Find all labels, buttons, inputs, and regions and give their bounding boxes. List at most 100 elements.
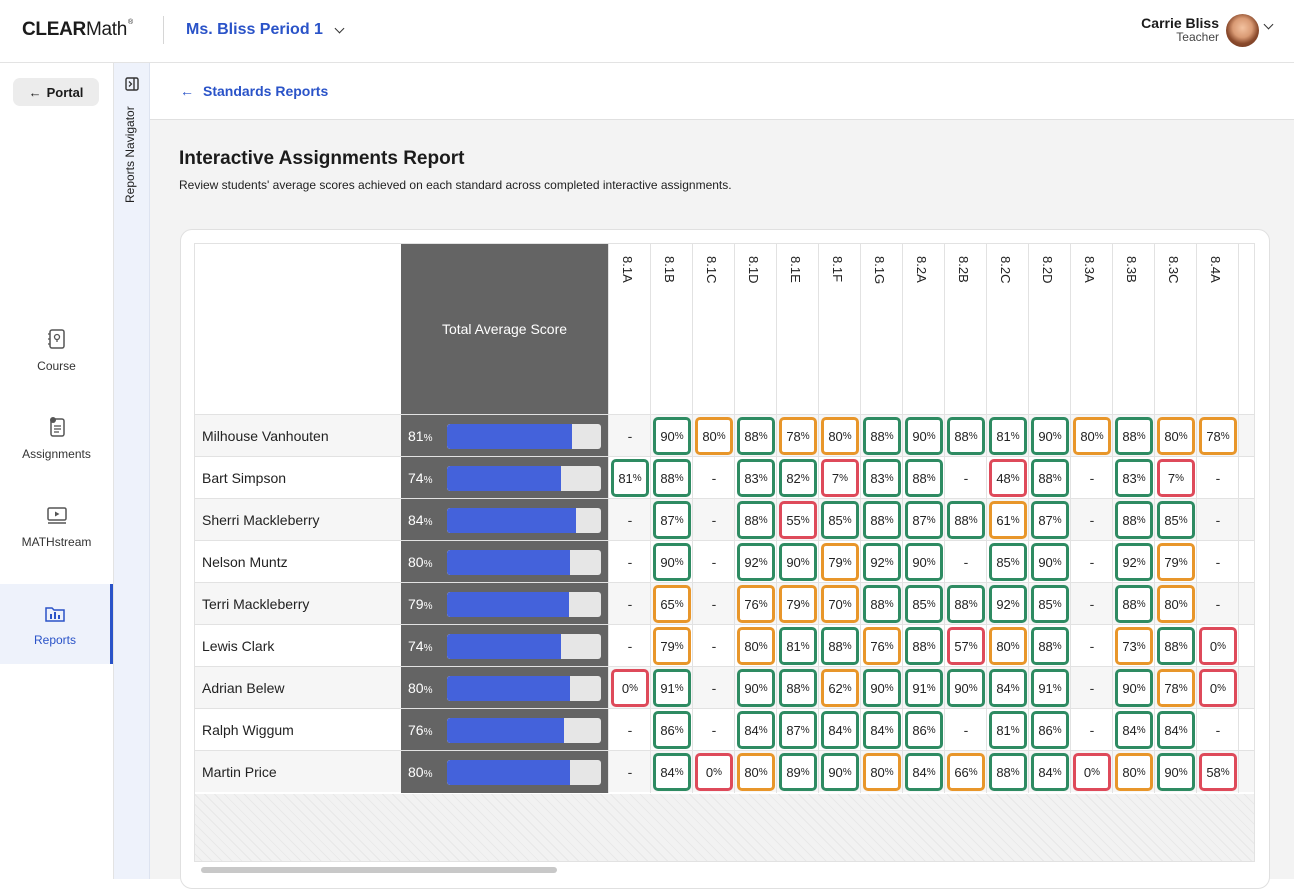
score-cell[interactable]: 85%: [818, 499, 860, 541]
score-cell[interactable]: 88%: [1112, 499, 1154, 541]
score-cell[interactable]: 84%: [1028, 751, 1070, 793]
score-cell[interactable]: 78%: [1196, 415, 1238, 457]
standard-header-8-1e[interactable]: 8.1E: [776, 244, 818, 414]
score-cell[interactable]: 86%: [650, 709, 692, 751]
score-cell[interactable]: 90%: [860, 667, 902, 709]
score-cell[interactable]: 88%: [902, 625, 944, 667]
score-cell[interactable]: 7%: [1154, 457, 1196, 499]
score-cell[interactable]: 81%: [986, 709, 1028, 751]
standard-header-8-3a[interactable]: 8.3A: [1070, 244, 1112, 414]
score-cell[interactable]: 81%: [986, 415, 1028, 457]
score-cell[interactable]: 90%: [1028, 541, 1070, 583]
scores-table[interactable]: Total Average Score 8.1A 8.1B 8.1C 8.1D 8.1E…: [194, 243, 1255, 862]
score-cell[interactable]: 84%: [986, 667, 1028, 709]
score-cell[interactable]: 86%: [1028, 709, 1070, 751]
nav-item-course[interactable]: Course: [0, 310, 113, 390]
score-cell[interactable]: 90%: [902, 541, 944, 583]
score-cell[interactable]: 76%: [734, 583, 776, 625]
score-cell[interactable]: 79%: [776, 583, 818, 625]
score-cell[interactable]: 62%: [818, 667, 860, 709]
score-cell[interactable]: 92%: [1112, 541, 1154, 583]
score-cell[interactable]: 85%: [1154, 499, 1196, 541]
student-name[interactable]: Nelson Muntz: [202, 554, 288, 570]
student-name[interactable]: Adrian Belew: [202, 680, 285, 696]
score-cell[interactable]: 0%: [1196, 625, 1238, 667]
portal-button[interactable]: ← Portal: [13, 78, 99, 106]
standard-header-8-2b[interactable]: 8.2B: [944, 244, 986, 414]
score-cell[interactable]: 80%: [1154, 415, 1196, 457]
standard-header-8-1b[interactable]: 8.1B: [650, 244, 692, 414]
score-cell[interactable]: 80%: [860, 751, 902, 793]
standard-header-8-1g[interactable]: 8.1G: [860, 244, 902, 414]
score-cell[interactable]: 91%: [902, 667, 944, 709]
score-cell[interactable]: 90%: [1112, 667, 1154, 709]
score-cell[interactable]: 88%: [944, 415, 986, 457]
score-cell[interactable]: 0%: [692, 751, 734, 793]
score-cell[interactable]: 66%: [944, 751, 986, 793]
student-name[interactable]: Terri Mackleberry: [202, 596, 310, 612]
score-cell[interactable]: 0%: [608, 667, 650, 709]
score-cell[interactable]: 55%: [776, 499, 818, 541]
score-cell[interactable]: 88%: [818, 625, 860, 667]
student-name[interactable]: Milhouse Vanhouten: [202, 428, 329, 444]
score-cell[interactable]: 57%: [944, 625, 986, 667]
score-cell[interactable]: 90%: [818, 751, 860, 793]
student-name[interactable]: Martin Price: [202, 764, 277, 780]
score-cell[interactable]: 90%: [650, 541, 692, 583]
score-cell[interactable]: 84%: [734, 709, 776, 751]
score-cell[interactable]: 48%: [986, 457, 1028, 499]
score-cell[interactable]: 92%: [986, 583, 1028, 625]
score-cell[interactable]: 88%: [1112, 415, 1154, 457]
score-cell[interactable]: 84%: [1112, 709, 1154, 751]
score-cell[interactable]: 79%: [650, 625, 692, 667]
score-cell[interactable]: 70%: [818, 583, 860, 625]
score-cell[interactable]: 73%: [1112, 625, 1154, 667]
score-cell[interactable]: 80%: [986, 625, 1028, 667]
score-cell[interactable]: 81%: [776, 625, 818, 667]
score-cell[interactable]: 85%: [1028, 583, 1070, 625]
score-cell[interactable]: 78%: [776, 415, 818, 457]
score-cell[interactable]: 90%: [734, 667, 776, 709]
score-cell[interactable]: 79%: [1154, 541, 1196, 583]
nav-item-assignments[interactable]: Assignments: [0, 398, 113, 478]
score-cell[interactable]: 80%: [1070, 415, 1112, 457]
score-cell[interactable]: 65%: [650, 583, 692, 625]
score-cell[interactable]: 91%: [650, 667, 692, 709]
standard-header-8-4a[interactable]: 8.4A: [1196, 244, 1238, 414]
score-cell[interactable]: 82%: [776, 457, 818, 499]
standard-header-8-3c[interactable]: 8.3C: [1154, 244, 1196, 414]
score-cell[interactable]: 86%: [902, 709, 944, 751]
score-cell[interactable]: 84%: [860, 709, 902, 751]
score-cell[interactable]: 85%: [986, 541, 1028, 583]
score-cell[interactable]: 61%: [986, 499, 1028, 541]
score-cell[interactable]: 90%: [650, 415, 692, 457]
score-cell[interactable]: 58%: [1196, 751, 1238, 793]
score-cell[interactable]: 87%: [902, 499, 944, 541]
score-cell[interactable]: 0%: [1070, 751, 1112, 793]
score-cell[interactable]: 83%: [734, 457, 776, 499]
score-cell[interactable]: 90%: [1154, 751, 1196, 793]
score-cell[interactable]: 88%: [1112, 583, 1154, 625]
score-cell[interactable]: 90%: [944, 667, 986, 709]
score-cell[interactable]: 80%: [692, 415, 734, 457]
horizontal-scrollbar[interactable]: [201, 867, 557, 873]
reports-navigator-label[interactable]: Reports Navigator: [123, 106, 137, 203]
score-cell[interactable]: 87%: [650, 499, 692, 541]
standard-header-8-1c[interactable]: 8.1C: [692, 244, 734, 414]
score-cell[interactable]: 85%: [902, 583, 944, 625]
score-cell[interactable]: 88%: [650, 457, 692, 499]
score-cell[interactable]: 76%: [860, 625, 902, 667]
score-cell[interactable]: 79%: [818, 541, 860, 583]
score-cell[interactable]: 87%: [776, 709, 818, 751]
score-cell[interactable]: 92%: [860, 541, 902, 583]
score-cell[interactable]: 80%: [1154, 583, 1196, 625]
score-cell[interactable]: 0%: [1196, 667, 1238, 709]
nav-item-mathstream[interactable]: MATHstream: [0, 486, 113, 566]
score-cell[interactable]: 80%: [818, 415, 860, 457]
student-name[interactable]: Sherri Mackleberry: [202, 512, 320, 528]
score-cell[interactable]: 89%: [776, 751, 818, 793]
score-cell[interactable]: 80%: [1112, 751, 1154, 793]
score-cell[interactable]: 92%: [734, 541, 776, 583]
clearmath-logo[interactable]: CLEARMath®: [22, 19, 133, 40]
score-cell[interactable]: 88%: [734, 415, 776, 457]
